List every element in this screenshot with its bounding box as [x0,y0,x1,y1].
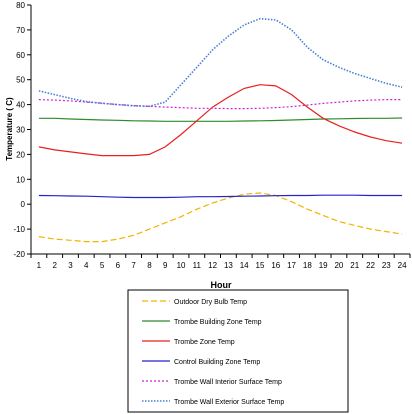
x-tick-label: 20 [334,261,343,270]
series-line-6 [38,17,403,108]
x-tick-label: 19 [319,261,328,270]
x-tick-label: 9 [163,261,168,270]
series-line-1 [38,192,403,243]
y-tick-label: 10 [16,175,25,184]
series-line-4 [38,194,403,199]
y-tick-label: -10 [13,225,25,234]
y-tick-label: 30 [16,126,25,135]
x-tick-label: 23 [382,261,391,270]
x-tick-label: 5 [100,261,105,270]
legend-label: Outdoor Dry Bulb Temp [174,299,247,306]
x-tick-label: 21 [350,261,359,270]
legend-label: Trombe Zone Temp [174,339,235,346]
x-tick-label: 2 [52,261,57,270]
x-tick-label: 13 [224,261,233,270]
x-tick-label: 6 [116,261,121,270]
legend-label: Trombe Wall Interior Surface Temp [174,379,282,386]
x-tick-label: 7 [131,261,136,270]
y-tick-label: 40 [16,101,25,110]
chart-legend: Outdoor Dry Bulb Temp Trombe Building Zon… [127,289,349,413]
series-line-5 [38,98,403,110]
x-tick-label: 24 [398,261,407,270]
x-tick-label: 18 [303,261,312,270]
x-tick-label: 4 [84,261,89,270]
x-tick-label: 1 [37,261,42,270]
x-tick-label: 10 [177,261,186,270]
y-tick-label: 20 [16,150,25,159]
y-tick-label: 0 [21,200,26,209]
x-tick-label: 22 [366,261,375,270]
x-tick-label: 17 [287,261,296,270]
series-line-3 [38,84,403,157]
x-tick-label: 11 [193,261,202,270]
x-tick-label: 14 [240,261,249,270]
y-tick-label: 70 [16,26,25,35]
x-tick-label: 16 [271,261,280,270]
y-tick-label: 50 [16,76,25,85]
y-tick-label: 80 [16,1,25,10]
series-line-2 [38,117,403,122]
x-axis-label: Hour [211,280,232,290]
chart-series [38,17,403,243]
x-tick-label: 8 [147,261,152,270]
legend-label: Trombe Wall Exterior Surface Temp [174,399,284,406]
x-tick-label: 15 [256,261,265,270]
x-tick-label: 3 [68,261,73,270]
legend-box [127,289,349,413]
legend-label: Control Building Zone Temp [174,359,260,366]
x-tick-label: 12 [208,261,217,270]
y-tick-label: -20 [13,250,25,259]
y-axis-label: Temperature ( C) [5,97,14,161]
y-tick-label: 60 [16,51,25,60]
legend-label: Trombe Building Zone Temp [174,319,262,326]
chart-axes [30,5,410,255]
